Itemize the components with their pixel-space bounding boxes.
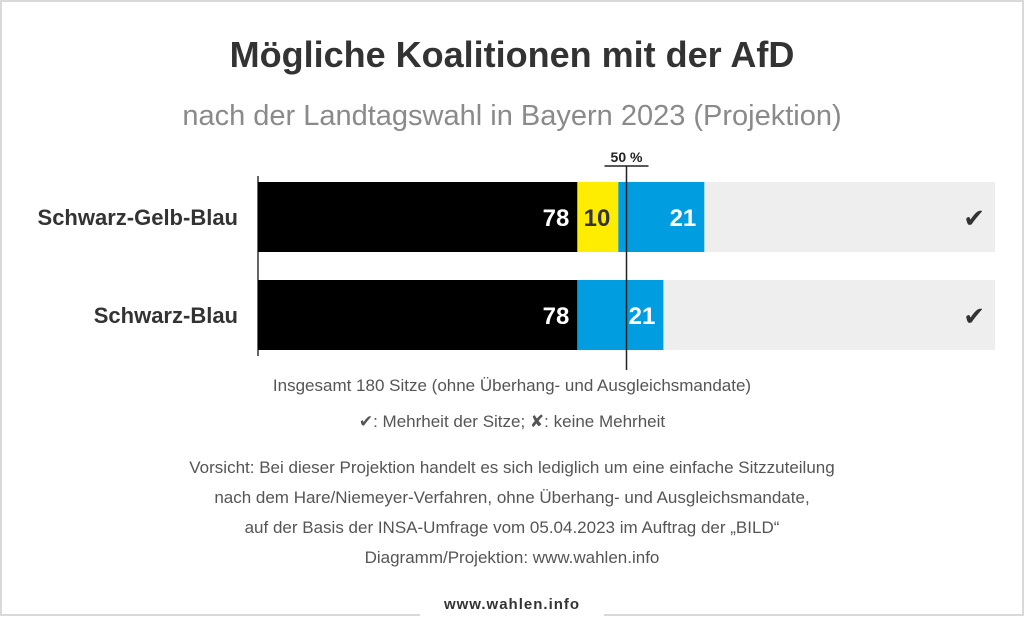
segment-value-label: 78 — [543, 205, 570, 232]
bar-segment — [618, 182, 705, 252]
bar-segment — [258, 182, 578, 252]
segment-value-label: 78 — [543, 303, 570, 330]
segment-value-label: 10 — [584, 205, 611, 232]
bar-segment — [577, 280, 664, 350]
footer-brand: www.wahlen.info — [420, 596, 604, 618]
total-seats-note: Insgesamt 180 Sitze (ohne Überhang- und … — [272, 376, 752, 395]
majority-check-icon: ✔ — [963, 203, 985, 233]
disclaimer-line-3: auf der Basis der INSA-Umfrage vom 05.04… — [244, 518, 780, 537]
disclaimer-line-2: nach dem Hare/Niemeyer-Verfahren, ohne Ü… — [214, 488, 810, 507]
legend-note: ✔: Mehrheit der Sitze; ✘: keine Mehrheit — [358, 412, 666, 431]
segment-value-label: 21 — [629, 303, 656, 330]
row-label: Schwarz-Gelb-Blau — [38, 205, 238, 230]
bar-segment — [258, 280, 578, 350]
credit-line: Diagramm/Projektion: www.wahlen.info — [364, 548, 660, 567]
chart-title: Mögliche Koalitionen mit der AfD — [229, 34, 795, 75]
row-label: Schwarz-Blau — [94, 303, 238, 328]
bar-segment — [577, 182, 619, 252]
majority-check-icon: ✔ — [963, 301, 985, 331]
coalition-bar-chart: Schwarz-Gelb-Blau 78 10 21 ✔ Schwarz-Blau 78 21… — [38, 149, 995, 370]
disclaimer-line-1: Vorsicht: Bei dieser Projektion handelt … — [189, 458, 835, 477]
chart-subtitle: nach der Landtagswahl in Bayern 2023 (Pr… — [182, 100, 842, 132]
segment-value-label: 21 — [670, 205, 697, 232]
threshold-label: 50 % — [611, 149, 643, 165]
